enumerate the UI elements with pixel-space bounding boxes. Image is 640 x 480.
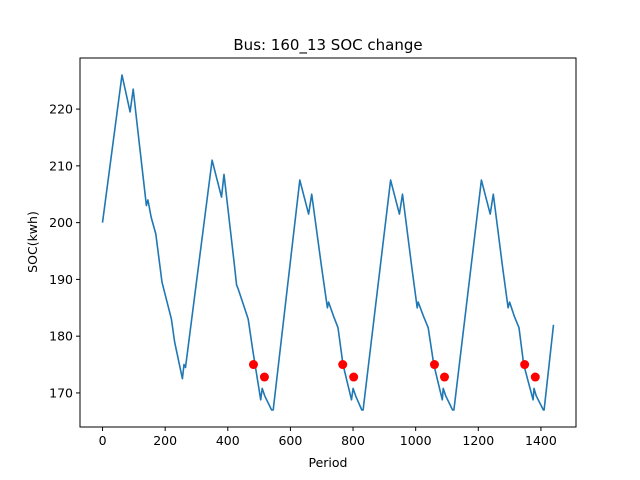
soc-marker-point bbox=[338, 360, 348, 370]
y-tick-label: 180 bbox=[49, 329, 73, 344]
soc-marker-point bbox=[439, 372, 449, 382]
y-tick-label: 210 bbox=[49, 158, 73, 173]
soc-marker-point bbox=[520, 360, 530, 370]
chart-title: Bus: 160_13 SOC change bbox=[233, 36, 422, 55]
y-tick-label: 220 bbox=[49, 102, 73, 117]
x-tick-label: 1400 bbox=[525, 433, 557, 448]
soc-marker-point bbox=[349, 372, 359, 382]
soc-marker-point bbox=[530, 372, 540, 382]
x-tick-label: 400 bbox=[216, 433, 240, 448]
x-tick-label: 800 bbox=[341, 433, 365, 448]
y-tick-label: 190 bbox=[49, 272, 73, 287]
soc-series-line bbox=[101, 74, 555, 411]
x-tick-label: 1200 bbox=[462, 433, 494, 448]
plot-area bbox=[101, 74, 555, 411]
x-tick-label: 600 bbox=[278, 433, 302, 448]
x-axis-label: Period bbox=[309, 455, 348, 470]
x-tick-label: 200 bbox=[153, 433, 177, 448]
soc-marker-point bbox=[429, 360, 439, 370]
y-tick-label: 200 bbox=[49, 215, 73, 230]
y-axis-label: SOC(kwh) bbox=[25, 211, 40, 273]
axes-frame bbox=[79, 57, 577, 428]
x-axis: 0 200 400 600 800 1000 1200 1400 bbox=[99, 427, 557, 448]
y-axis: 170 180 190 200 210 220 bbox=[49, 102, 80, 400]
x-tick-label: 1000 bbox=[400, 433, 432, 448]
x-tick-label: 0 bbox=[99, 433, 107, 448]
y-tick-label: 170 bbox=[49, 385, 73, 400]
soc-marker-point bbox=[259, 372, 269, 382]
soc-marker-point bbox=[248, 360, 258, 370]
